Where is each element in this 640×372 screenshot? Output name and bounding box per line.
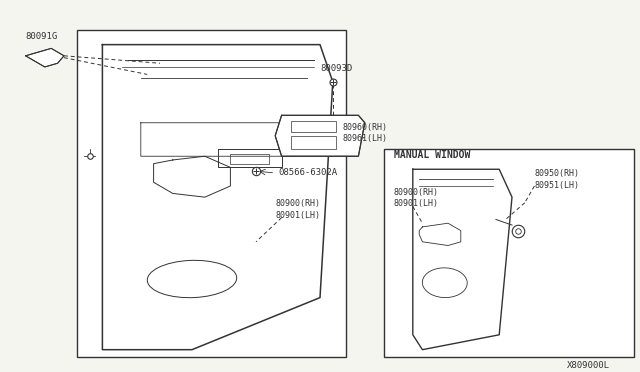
Text: 80960(RH)
80961(LH): 80960(RH) 80961(LH) [342, 122, 387, 143]
Polygon shape [26, 48, 64, 67]
Text: 80900(RH)
80901(LH): 80900(RH) 80901(LH) [394, 187, 438, 208]
Bar [230, 154, 269, 164]
Polygon shape [275, 115, 365, 156]
Text: MANUAL WINDOW: MANUAL WINDOW [394, 150, 470, 160]
Bar [291, 136, 336, 149]
Bar [77, 30, 346, 357]
Text: X809000L: X809000L [567, 361, 611, 370]
Text: 80900(RH)
80901(LH): 80900(RH) 80901(LH) [275, 199, 320, 219]
Text: 80950(RH)
80951(LH): 80950(RH) 80951(LH) [534, 169, 579, 190]
Text: 80093D: 80093D [320, 64, 352, 73]
Bar [384, 149, 634, 357]
Text: 80091G: 80091G [26, 32, 58, 41]
Bar [291, 121, 336, 132]
Text: 08566-6302A: 08566-6302A [278, 168, 337, 177]
